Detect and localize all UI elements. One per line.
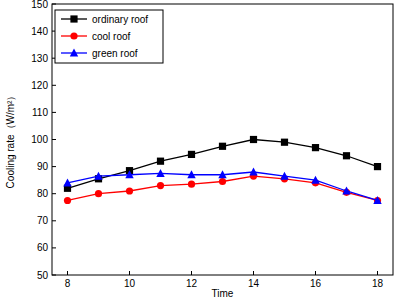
- chart: 50 60 70 80 90 100 110 120 130 140 150 8 10 12 14 16 18 T…: [0, 0, 400, 304]
- data-point: [156, 169, 164, 177]
- data-point: [373, 196, 381, 204]
- x-tick-label: 12: [186, 278, 198, 289]
- x-tick-label: 16: [310, 278, 322, 289]
- legend-label: green roof: [92, 48, 138, 59]
- x-axis-label: Time: [212, 288, 234, 299]
- x-tick: [129, 271, 130, 275]
- data-point: [249, 168, 257, 176]
- y-tick: [52, 247, 56, 248]
- x-tick: [315, 271, 316, 275]
- y-tick-label: 120: [31, 80, 48, 91]
- legend-marker: [70, 15, 77, 22]
- x-tick-label: 14: [248, 278, 260, 289]
- data-point: [219, 178, 226, 185]
- legend-marker: [70, 49, 78, 57]
- y-tick-label: 140: [31, 26, 48, 37]
- series-line: [68, 176, 378, 200]
- legend-label: cool roof: [92, 31, 131, 42]
- legend-label: ordinary roof: [92, 14, 148, 25]
- series-line: [68, 140, 378, 189]
- data-point: [374, 163, 381, 170]
- data-point: [343, 152, 350, 159]
- data-point: [312, 144, 319, 151]
- data-point: [187, 170, 195, 178]
- y-tick: [52, 139, 56, 140]
- data-point: [342, 187, 350, 195]
- data-point: [218, 170, 226, 178]
- x-tick-label: 18: [372, 278, 384, 289]
- y-tick: [52, 220, 56, 221]
- data-point: [64, 197, 71, 204]
- data-point: [157, 158, 164, 165]
- y-tick-label: 70: [37, 215, 49, 226]
- x-tick: [253, 271, 254, 275]
- data-point: [219, 143, 226, 150]
- data-point: [63, 178, 71, 186]
- data-point: [188, 151, 195, 158]
- data-point: [125, 170, 133, 178]
- y-tick-label: 100: [31, 134, 48, 145]
- y-tick-label: 150: [31, 0, 48, 10]
- data-point: [311, 176, 319, 184]
- x-tick: [67, 271, 68, 275]
- data-point: [157, 182, 164, 189]
- legend-frame: [55, 10, 163, 63]
- y-tick-label: 80: [37, 188, 49, 199]
- y-tick-label: 50: [37, 270, 49, 281]
- y-tick-label: 110: [32, 107, 48, 118]
- y-axis-label: Cooling rate（W/m²）: [5, 91, 16, 189]
- y-tick: [52, 193, 56, 194]
- y-tick: [52, 166, 56, 167]
- legend: ordinary roof cool roof green roof: [55, 10, 163, 63]
- data-point: [95, 190, 102, 197]
- data-point: [250, 136, 257, 143]
- data-point: [94, 172, 102, 180]
- data-point: [280, 172, 288, 180]
- plot-area: [63, 136, 381, 204]
- x-tick-label: 8: [65, 278, 71, 289]
- x-tick: [377, 271, 378, 275]
- data-point: [281, 139, 288, 146]
- y-tick: [52, 112, 56, 113]
- data-point: [126, 187, 133, 194]
- x-tick: [191, 271, 192, 275]
- x-tick-label: 10: [124, 278, 136, 289]
- legend-marker: [70, 32, 77, 39]
- data-point: [188, 181, 195, 188]
- y-tick-label: 130: [31, 53, 48, 64]
- plot-frame: [52, 4, 393, 275]
- y-tick: [52, 85, 56, 86]
- data-point: [374, 197, 381, 204]
- y-tick-label: 90: [37, 161, 49, 172]
- y-tick-label: 60: [37, 242, 49, 253]
